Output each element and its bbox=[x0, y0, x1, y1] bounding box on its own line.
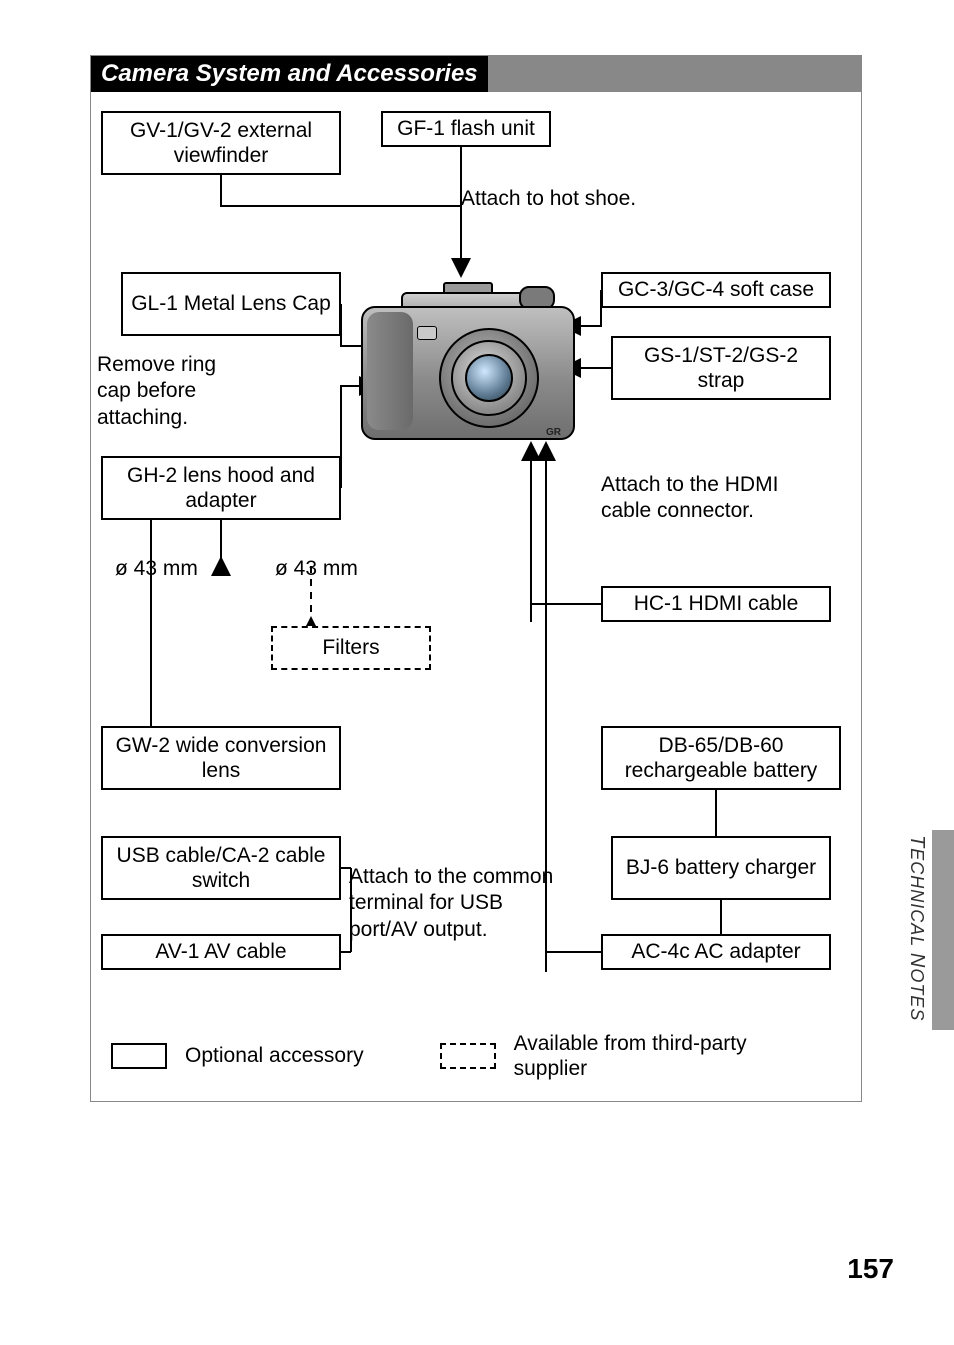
legend-optional: Optional accessory bbox=[185, 1043, 364, 1068]
box-lenscap: GL-1 Metal Lens Cap bbox=[121, 272, 341, 336]
box-viewfinder: GV-1/GV-2 external viewfinder bbox=[101, 111, 341, 175]
legend-swatch-solid bbox=[111, 1043, 167, 1069]
box-flash: GF-1 flash unit bbox=[381, 111, 551, 147]
box-ac: AC-4c AC adapter bbox=[601, 934, 831, 970]
camera-illustration: GR bbox=[361, 276, 571, 446]
note-d43a: ø 43 mm bbox=[115, 556, 198, 582]
box-filters: Filters bbox=[271, 626, 431, 670]
note-hotshoe: Attach to hot shoe. bbox=[461, 186, 636, 212]
title-label: Camera System and Accessories bbox=[91, 56, 488, 92]
legend-swatch-dashed bbox=[440, 1043, 496, 1069]
page-number: 157 bbox=[847, 1253, 894, 1285]
note-d43b: ø 43 mm bbox=[275, 556, 358, 582]
note-usb: Attach to the common terminal for USB po… bbox=[349, 864, 559, 943]
box-av: AV-1 AV cable bbox=[101, 934, 341, 970]
box-charger: BJ-6 battery charger bbox=[611, 836, 831, 900]
side-section-label: TECHNICAL NOTES bbox=[905, 835, 928, 1021]
camera-brand: GR bbox=[546, 427, 561, 438]
legend-third: Available from third-party supplier bbox=[514, 1031, 774, 1081]
box-wide: GW-2 wide conversion lens bbox=[101, 726, 341, 790]
box-strap: GS-1/ST-2/GS-2 strap bbox=[611, 336, 831, 400]
side-tab bbox=[932, 830, 954, 1030]
box-usb: USB cable/CA-2 cable switch bbox=[101, 836, 341, 900]
page: Camera System and Accessories GR GV-1/GV… bbox=[0, 0, 954, 1345]
box-softcase: GC-3/GC-4 soft case bbox=[601, 272, 831, 308]
note-ringcap: Remove ring cap before attaching. bbox=[97, 352, 217, 431]
title-bar: Camera System and Accessories bbox=[91, 56, 861, 92]
legend: Optional accessory Available from third-… bbox=[111, 1031, 841, 1081]
diagram-frame: Camera System and Accessories GR GV-1/GV… bbox=[90, 55, 862, 1102]
box-hdmi: HC-1 HDMI cable bbox=[601, 586, 831, 622]
box-battery: DB-65/DB-60 rechargeable battery bbox=[601, 726, 841, 790]
box-hood: GH-2 lens hood and adapter bbox=[101, 456, 341, 520]
note-hdmi: Attach to the HDMI cable connector. bbox=[601, 472, 821, 525]
